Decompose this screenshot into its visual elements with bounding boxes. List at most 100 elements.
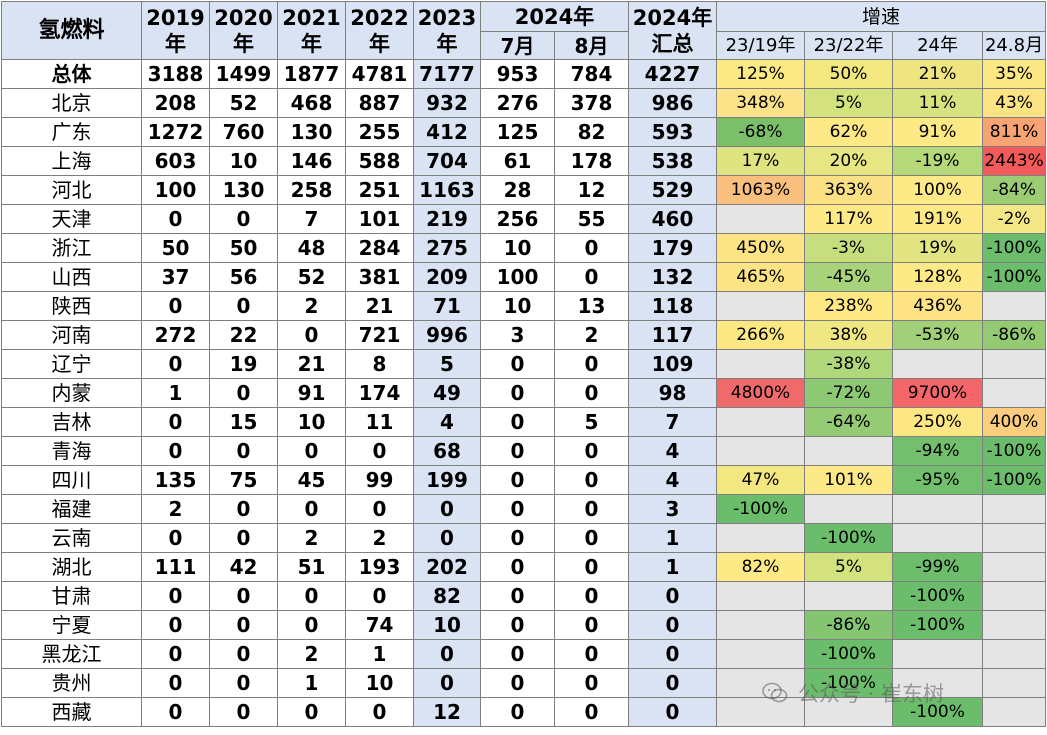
value-cell-2019: 37 xyxy=(141,262,210,292)
table-row: 河北 100 130 258 251 1163 28 12 529 1063% 363% 100% -8… xyxy=(1,175,1047,205)
rate-23-22-cell xyxy=(804,697,894,727)
rate-23-22-cell: 20% xyxy=(804,146,894,176)
rate-24-cell: 436% xyxy=(892,291,984,321)
rate-24-cell: -100% xyxy=(892,610,984,640)
value-cell-2019: 0 xyxy=(141,436,210,466)
value-cell-2020: 50 xyxy=(209,233,278,263)
rate-23-22-cell: -100% xyxy=(804,523,894,553)
value-cell-2024-summary: 4 xyxy=(628,436,718,466)
value-cell-2023: 219 xyxy=(413,204,481,234)
table-row: 辽宁 0 19 21 8 5 0 0 109 -38% xyxy=(1,349,1047,379)
rate-24-8-cell: -84% xyxy=(982,175,1047,205)
value-cell-2020: 130 xyxy=(209,175,278,205)
rate-24-8-cell xyxy=(982,523,1047,553)
region-cell: 天津 xyxy=(1,204,142,234)
value-cell-2024-aug: 0 xyxy=(553,581,630,611)
rate-23-19-cell: 4800% xyxy=(716,378,806,408)
rate-24-cell: 9700% xyxy=(892,378,984,408)
rate-23-19-cell: -68% xyxy=(716,117,806,147)
value-cell-2024-summary: 529 xyxy=(628,175,718,205)
value-cell-2022: 10 xyxy=(345,668,414,698)
value-cell-2023: 1163 xyxy=(413,175,481,205)
rate-header-23-19: 23/19年 xyxy=(716,31,806,60)
rate-23-22-cell: -38% xyxy=(804,349,894,379)
value-cell-2020: 42 xyxy=(209,552,278,582)
value-cell-2024-aug: 82 xyxy=(553,117,630,147)
value-cell-2019: 0 xyxy=(141,349,210,379)
rate-24-cell: 100% xyxy=(892,175,984,205)
value-cell-2024-jul: 3 xyxy=(480,320,555,350)
value-cell-2021: 0 xyxy=(277,697,346,727)
value-cell-2022: 74 xyxy=(345,610,414,640)
value-cell-2024-jul: 100 xyxy=(480,262,555,292)
value-cell-2023: 412 xyxy=(413,117,481,147)
rate-23-19-cell: 348% xyxy=(716,88,806,118)
value-cell-2024-jul: 10 xyxy=(480,291,555,321)
value-cell-2023: 5 xyxy=(413,349,481,379)
value-cell-2020: 10 xyxy=(209,146,278,176)
summary-header-2024: 2024年 汇总 xyxy=(628,1,718,60)
value-cell-2022: 0 xyxy=(345,697,414,727)
rate-header-23-22: 23/22年 xyxy=(804,31,894,60)
rate-23-22-cell: -100% xyxy=(804,668,894,698)
year-header-2023: 2023 年 xyxy=(413,1,481,60)
value-cell-2024-aug: 378 xyxy=(553,88,630,118)
value-cell-2022: 101 xyxy=(345,204,414,234)
rate-24-8-cell: -86% xyxy=(982,320,1047,350)
value-cell-2024-jul: 0 xyxy=(480,436,555,466)
table-row: 吉林 0 15 10 11 4 0 5 7 -64% 250% 400% xyxy=(1,407,1047,437)
value-cell-2024-summary: 0 xyxy=(628,610,718,640)
rate-23-22-cell: -72% xyxy=(804,378,894,408)
value-cell-2020: 0 xyxy=(209,378,278,408)
table-row: 青海 0 0 0 0 68 0 0 4 -94% -100% xyxy=(1,436,1047,466)
region-cell: 内蒙 xyxy=(1,378,142,408)
rate-23-19-cell xyxy=(716,407,806,437)
table-row: 陕西 0 0 2 21 71 10 13 118 238% 436% xyxy=(1,291,1047,321)
value-cell-2024-summary: 0 xyxy=(628,639,718,669)
value-cell-2023: 12 xyxy=(413,697,481,727)
value-cell-2024-summary: 1 xyxy=(628,523,718,553)
value-cell-2024-aug: 55 xyxy=(553,204,630,234)
region-cell: 西藏 xyxy=(1,697,142,727)
rate-23-22-cell: 238% xyxy=(804,291,894,321)
value-cell-2024-jul: 256 xyxy=(480,204,555,234)
rate-23-19-cell: 82% xyxy=(716,552,806,582)
value-cell-2024-summary: 0 xyxy=(628,668,718,698)
rate-23-22-cell: -86% xyxy=(804,610,894,640)
value-cell-2020: 0 xyxy=(209,204,278,234)
table-row: 内蒙 1 0 91 174 49 0 0 98 4800% -72% 9700% xyxy=(1,378,1047,408)
value-cell-2020: 0 xyxy=(209,668,278,698)
region-cell: 河南 xyxy=(1,320,142,350)
value-cell-2024-aug: 784 xyxy=(553,59,630,89)
table-row: 北京 208 52 468 887 932 276 378 986 348% 5% 11% 43% xyxy=(1,88,1047,118)
region-cell: 吉林 xyxy=(1,407,142,437)
value-cell-2019: 0 xyxy=(141,610,210,640)
value-cell-2023: 49 xyxy=(413,378,481,408)
corner-header: 氢燃料 xyxy=(1,1,142,60)
value-cell-2019: 603 xyxy=(141,146,210,176)
rate-24-cell: -95% xyxy=(892,465,984,495)
region-cell: 宁夏 xyxy=(1,610,142,640)
value-cell-2024-aug: 0 xyxy=(553,233,630,263)
rate-24-8-cell xyxy=(982,552,1047,582)
rate-24-8-cell: 811% xyxy=(982,117,1047,147)
value-cell-2024-summary: 1 xyxy=(628,552,718,582)
rate-24-8-cell: -100% xyxy=(982,436,1047,466)
value-cell-2021: 7 xyxy=(277,204,346,234)
region-cell: 贵州 xyxy=(1,668,142,698)
region-cell: 四川 xyxy=(1,465,142,495)
rate-24-cell: 191% xyxy=(892,204,984,234)
rate-23-19-cell: 17% xyxy=(716,146,806,176)
value-cell-2019: 208 xyxy=(141,88,210,118)
value-cell-2023: 10 xyxy=(413,610,481,640)
value-cell-2024-jul: 0 xyxy=(480,407,555,437)
rate-24-cell: -100% xyxy=(892,697,984,727)
value-cell-2024-jul: 0 xyxy=(480,581,555,611)
value-cell-2021: 1 xyxy=(277,668,346,698)
value-cell-2023: 68 xyxy=(413,436,481,466)
value-cell-2024-aug: 0 xyxy=(553,697,630,727)
value-cell-2024-aug: 0 xyxy=(553,494,630,524)
value-cell-2024-summary: 7 xyxy=(628,407,718,437)
value-cell-2021: 2 xyxy=(277,291,346,321)
value-cell-2022: 0 xyxy=(345,436,414,466)
